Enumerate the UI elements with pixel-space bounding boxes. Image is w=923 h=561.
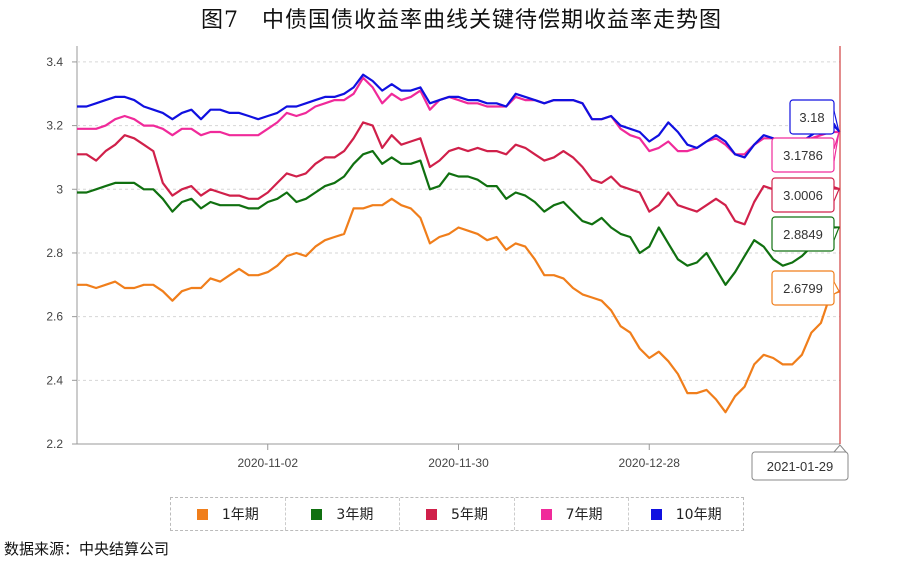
tooltip-arrow-5y [833,188,840,202]
tooltip-value-10y: 3.18 [799,110,824,125]
series-line-3y[interactable] [77,150,840,286]
tooltip-arrow-1y [833,281,840,295]
legend-item-1y[interactable]: 1年期 [171,498,286,530]
legend-item-10y[interactable]: 10年期 [629,498,743,530]
chart-legend: 1年期 3年期 5年期 7年期 10年期 [170,497,744,531]
series-line-10y[interactable] [77,73,841,159]
y-axis-ticks: 2.2 2.4 2.6 2.8 3 3.2 3.4 [46,55,77,451]
cursor-date-box [751,451,849,481]
grid-lines [76,46,840,445]
x-axis-ticks: 2020-11-02 2020-11-30 2020-12-28 [238,444,681,470]
x-tick-label: 2020-11-30 [428,456,489,470]
hover-cursor: 2021-01-29 [751,46,849,481]
value-tooltips: 2.6799 2.8849 3.0006 3.1786 3.18 [771,99,840,306]
tooltip-arrow-7y [833,131,840,162]
tooltip-value-5y: 3.0006 [783,188,823,203]
series-lines [77,73,841,414]
legend-label-5y: 5年期 [451,507,488,523]
legend-item-5y[interactable]: 5年期 [400,498,515,530]
tooltip-value-3y: 2.8849 [783,227,823,242]
legend-label-10y: 10年期 [675,507,722,523]
legend-swatch-3y [311,508,323,520]
x-tick-label: 2020-12-28 [619,456,681,470]
legend-swatch-10y [650,508,662,520]
y-tick-label: 3.2 [46,119,63,133]
y-tick-label: 2.6 [46,310,63,324]
series-line-1y[interactable] [77,197,841,414]
series-line-7y[interactable] [77,76,840,156]
tooltip-value-1y: 2.6799 [783,281,823,296]
tooltip-value-7y: 3.1786 [783,148,823,163]
legend-swatch-5y [426,508,438,520]
legend-item-3y[interactable]: 3年期 [286,498,401,530]
cursor-pointer [832,444,848,453]
tooltip-arrow-3y [833,226,840,241]
tooltip-arrow-10y [833,110,840,133]
y-tick-label: 2.4 [46,373,63,387]
x-tick-label: 2020-11-02 [238,456,299,470]
legend-item-7y[interactable]: 7年期 [515,498,630,530]
series-line-5y[interactable] [77,121,841,226]
chart-title: 图7 中债国债收益率曲线关键待偿期收益率走势图 [201,8,722,33]
legend-label-7y: 7年期 [565,507,603,523]
legend-label-1y: 1年期 [221,507,259,523]
line-chart[interactable]: 2.2 2.4 2.6 2.8 3 3.2 3.4 2020-11-02 2020-11-30… [0,0,923,495]
y-tick-label: 2.2 [46,437,63,451]
data-source-note: 数据来源：中央结算公司 [4,540,170,558]
cursor-date-label: 2021-01-29 [767,459,834,474]
y-tick-label: 2.8 [46,246,63,260]
y-tick-label: 3.4 [46,55,63,69]
legend-label-3y: 3年期 [336,507,374,523]
y-tick-label: 3 [56,182,63,196]
legend-swatch-7y [540,508,552,520]
legend-swatch-1y [196,508,208,520]
